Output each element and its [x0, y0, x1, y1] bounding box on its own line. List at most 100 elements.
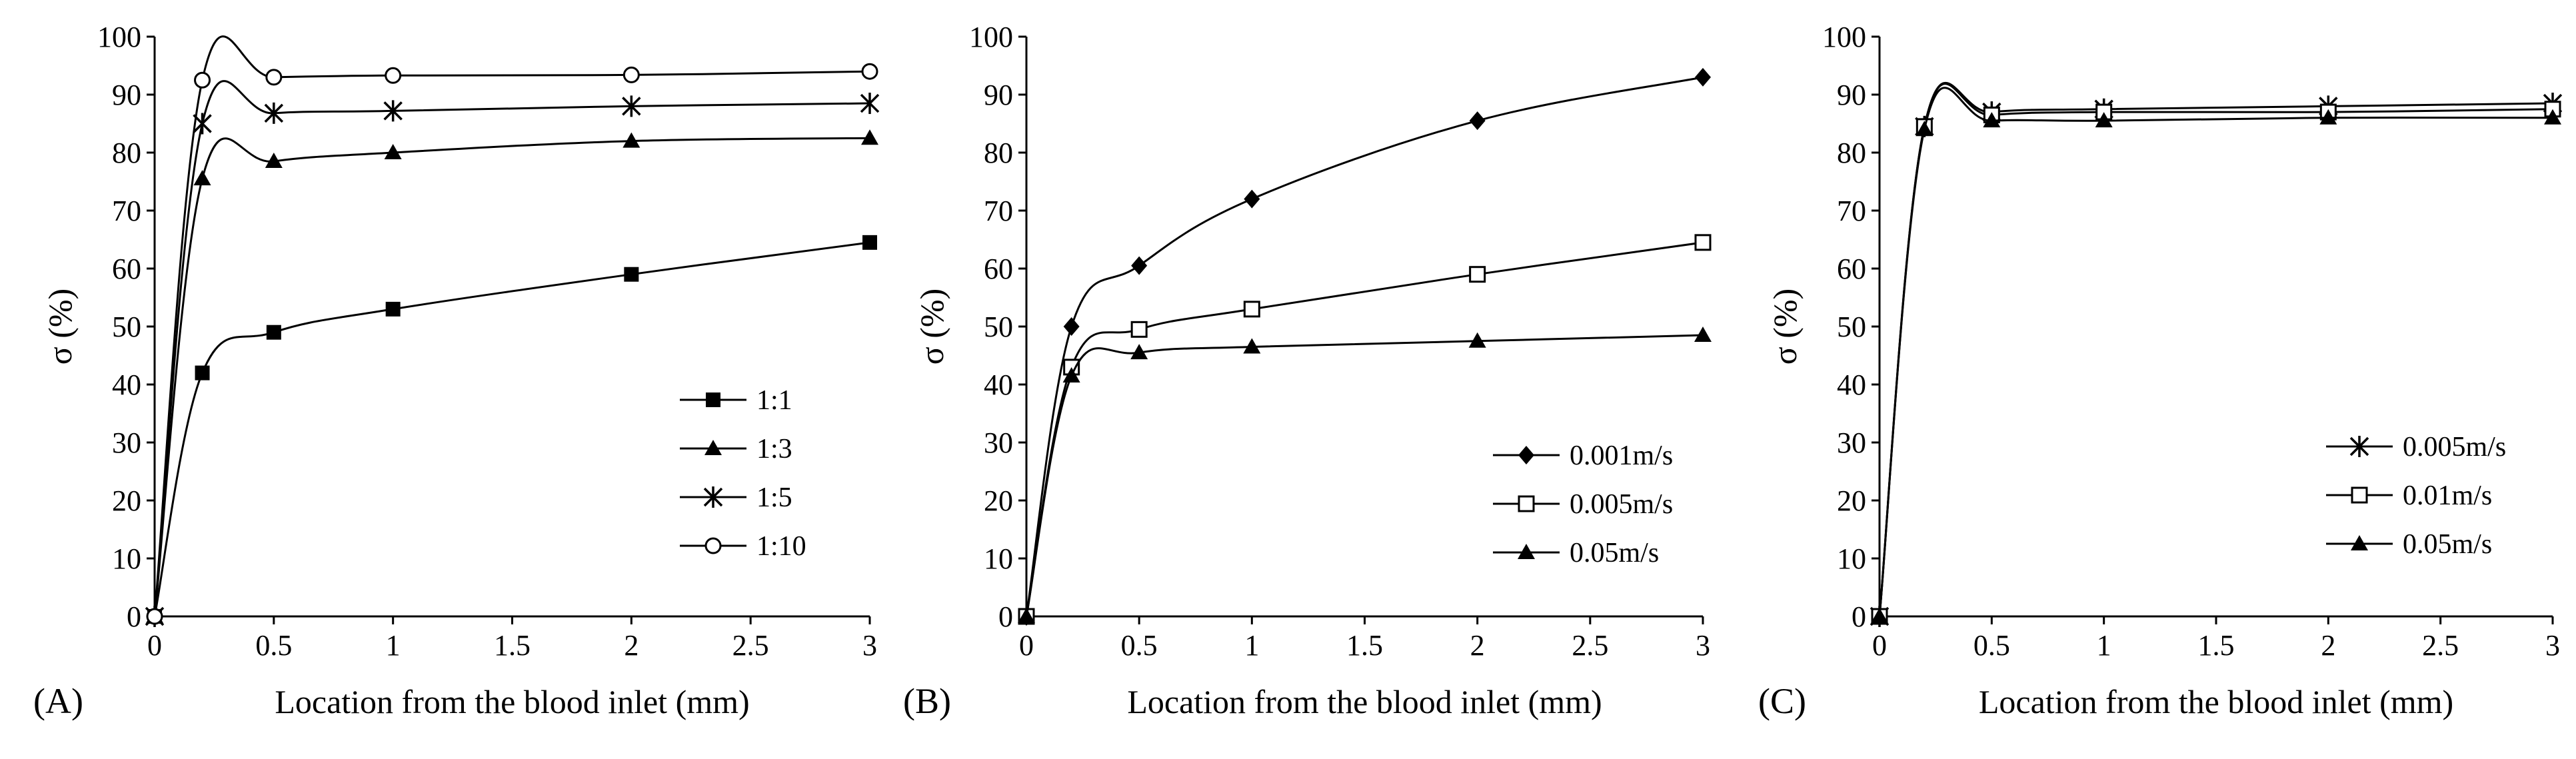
x-tick-label: 0.5 — [1973, 629, 2010, 662]
data-point — [385, 301, 401, 317]
x-tick-label: 3 — [1696, 629, 1710, 662]
series-line-0 — [1025, 76, 1704, 617]
x-tick-label: 1.5 — [1346, 629, 1383, 662]
chart-panel-0: 0 10 20 30 40 50 60 70 80 90 100 0 0.5 1 1.5 2 2.5 3 Locat… — [33, 21, 880, 721]
legend-label: 1:5 — [756, 482, 792, 513]
x-tick-label: 1 — [2097, 629, 2111, 662]
y-tick-label: 90 — [1837, 79, 1866, 111]
data-point — [622, 95, 641, 117]
panel-label: (A) — [33, 681, 83, 721]
legend-marker — [703, 486, 723, 508]
y-tick-label: 60 — [1837, 253, 1866, 285]
y-tick-label: 20 — [1837, 484, 1866, 517]
data-point — [860, 93, 880, 115]
data-point — [2319, 109, 2337, 125]
data-point — [266, 325, 281, 340]
legend-label: 1:3 — [756, 434, 792, 464]
x-tick-label: 2.5 — [732, 629, 769, 662]
data-point — [1469, 266, 1486, 283]
x-tick-label: 0 — [147, 629, 162, 662]
y-tick-label: 0 — [127, 600, 141, 633]
x-tick-label: 0.5 — [1121, 629, 1158, 662]
legend: 0.001m/s 0.005m/s 0.05m/s — [1493, 440, 1673, 568]
y-tick-label: 10 — [112, 542, 141, 575]
data-point — [1694, 234, 1712, 251]
y-tick-label: 0 — [998, 600, 1013, 633]
data-point — [861, 129, 878, 145]
x-tick-label: 2.5 — [1572, 629, 1608, 662]
y-tick-label: 90 — [112, 79, 141, 111]
data-point — [385, 67, 402, 84]
data-point — [861, 63, 878, 80]
legend-label: 1:10 — [756, 531, 806, 562]
legend-label: 0.05m/s — [1570, 538, 1659, 568]
legend-marker — [704, 537, 722, 554]
x-axis-title: Location from the blood inlet (mm) — [275, 683, 749, 720]
legend-marker — [1518, 446, 1534, 464]
series-line-2 — [153, 80, 870, 617]
x-axis-title: Location from the blood inlet (mm) — [1127, 683, 1602, 720]
x-tick-label: 3 — [862, 629, 877, 662]
y-tick-label: 70 — [984, 195, 1013, 227]
legend-marker — [1518, 495, 1535, 512]
x-tick-label: 1.5 — [2198, 629, 2235, 662]
data-point — [1983, 112, 2001, 128]
data-point — [1916, 121, 1933, 137]
data-point — [1062, 367, 1080, 382]
data-point — [384, 144, 402, 159]
y-tick-label: 80 — [112, 137, 141, 169]
series-line-2 — [1878, 87, 2553, 617]
data-point — [264, 102, 284, 124]
data-point — [1469, 111, 1486, 131]
x-tick-label: 0 — [1019, 629, 1034, 662]
chart-panel-2: 0 10 20 30 40 50 60 70 80 90 100 0 0.5 1 1.5 2 2.5 3 Locat… — [1758, 21, 2563, 721]
x-tick-label: 2 — [2321, 629, 2335, 662]
data-point — [2544, 109, 2561, 125]
data-point — [146, 608, 163, 625]
x-axis-title: Location from the blood inlet (mm) — [1979, 683, 2453, 720]
data-point — [1871, 608, 1888, 623]
data-point — [265, 153, 283, 169]
panel-label: (C) — [1758, 681, 1806, 721]
legend-label: 0.05m/s — [2403, 529, 2492, 560]
series-line-2 — [1025, 334, 1704, 617]
legend-label: 0.005m/s — [1570, 489, 1673, 520]
data-point — [1468, 332, 1486, 348]
panel-label: (B) — [903, 681, 951, 721]
legend-marker — [2351, 535, 2368, 550]
data-point — [1130, 321, 1148, 338]
legend-label: 1:1 — [756, 385, 792, 416]
y-tick-label: 50 — [984, 311, 1013, 343]
y-tick-label: 40 — [1837, 369, 1866, 401]
y-axis-title: σ (%) — [41, 289, 79, 365]
y-tick-label: 30 — [112, 426, 141, 459]
data-point — [2095, 112, 2113, 128]
y-tick-label: 10 — [984, 542, 1013, 575]
y-tick-label: 0 — [1852, 600, 1866, 633]
data-point — [1243, 301, 1260, 318]
x-tick-label: 2 — [1470, 629, 1485, 662]
legend-marker — [706, 392, 720, 407]
y-tick-label: 60 — [112, 253, 141, 285]
y-tick-label: 60 — [984, 253, 1013, 285]
y-tick-label: 70 — [112, 195, 141, 227]
legend-marker — [2351, 486, 2368, 504]
data-point — [265, 69, 283, 86]
x-tick-label: 2 — [624, 629, 639, 662]
y-tick-label: 80 — [1837, 137, 1866, 169]
data-point — [623, 132, 641, 148]
data-point — [1694, 327, 1712, 343]
legend-marker — [1518, 544, 1535, 559]
series-line-1 — [1025, 241, 1704, 617]
legend: 0.005m/s 0.01m/s 0.05m/s — [2326, 432, 2506, 560]
legend-label: 0.005m/s — [2403, 432, 2506, 462]
x-tick-label: 1 — [386, 629, 401, 662]
y-tick-label: 100 — [1822, 21, 1866, 53]
y-tick-label: 70 — [1837, 195, 1866, 227]
data-point — [1243, 338, 1261, 354]
y-tick-label: 20 — [984, 484, 1013, 517]
y-tick-label: 40 — [112, 369, 141, 401]
data-point — [623, 66, 640, 83]
y-tick-label: 50 — [1837, 311, 1866, 343]
